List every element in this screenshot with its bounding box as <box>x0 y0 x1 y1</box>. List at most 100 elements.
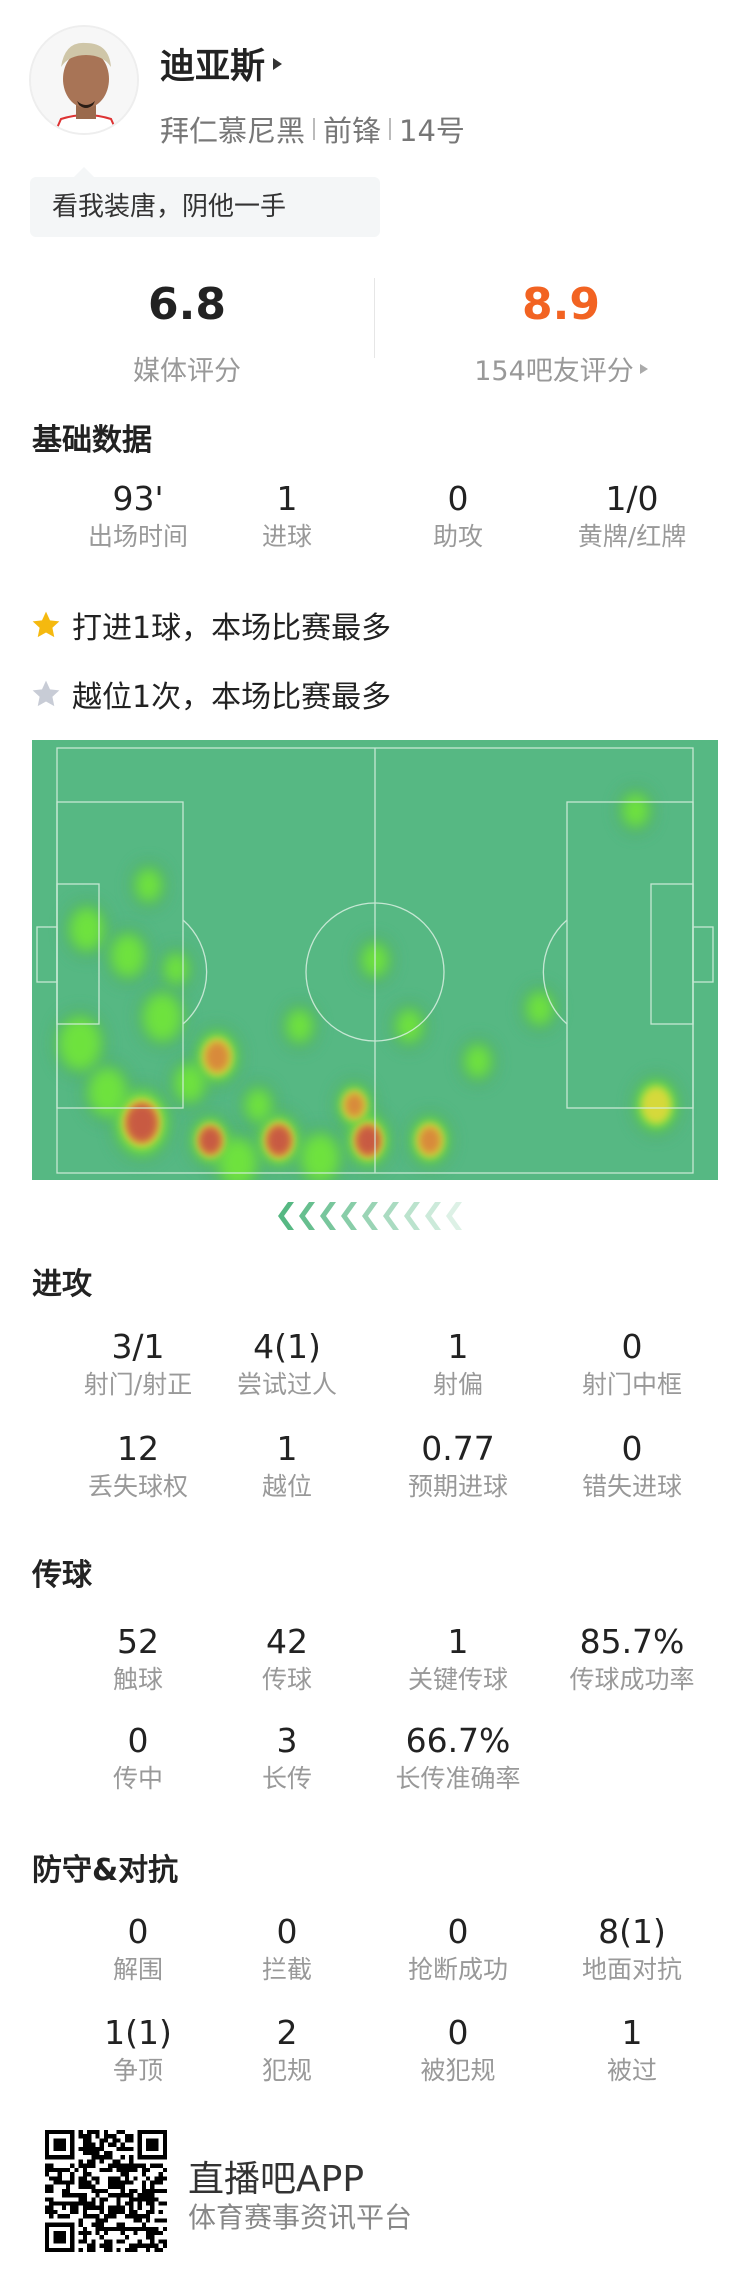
stat-value: 8(1) <box>598 1912 666 1951</box>
stat-label: 射门中框 <box>581 1370 682 1399</box>
stat-value: 3/1 <box>111 1327 165 1366</box>
stat-label: 长传准确率 <box>395 1764 521 1793</box>
heat-spot <box>110 933 147 979</box>
fan-rating-button[interactable]: 8.9 154吧友评分 <box>374 275 748 388</box>
pitch-lines <box>36 747 714 1174</box>
stat-label: 争顶 <box>112 2056 163 2085</box>
qr-code[interactable] <box>45 2130 167 2252</box>
chevron-right-icon <box>273 57 283 70</box>
stat-item: 1(1) 争顶 <box>48 2014 228 2088</box>
chevron-right-icon <box>639 363 648 374</box>
stat-label: 黄牌/红牌 <box>577 522 687 551</box>
stat-item: 3 长传 <box>197 1722 377 1796</box>
team-name: 拜仁慕尼黑 <box>160 114 306 148</box>
heat-spot <box>525 990 554 1026</box>
stat-item: 0.77 预期进球 <box>368 1430 548 1504</box>
stat-item: 2 犯规 <box>197 2014 377 2088</box>
stat-label: 进球 <box>261 522 312 551</box>
fan-rating-label: 154吧友评分 <box>474 356 634 387</box>
stat-label: 长传 <box>261 1764 312 1793</box>
stat-item: 3/1 射门/射正 <box>48 1328 228 1402</box>
stat-value: 0 <box>276 1912 298 1951</box>
divider <box>374 278 375 358</box>
heat-spot <box>142 992 183 1043</box>
stat-item: 0 被犯规 <box>368 2014 548 2088</box>
stat-value: 1 <box>621 2013 643 2052</box>
stat-value: 1/0 <box>605 479 659 518</box>
stat-label: 尝试过人 <box>236 1370 337 1399</box>
section-title-defense: 防守&对抗 <box>32 1853 179 1888</box>
stat-label: 解围 <box>112 1955 163 1984</box>
heat-spot <box>463 1043 492 1079</box>
stat-label: 预期进球 <box>407 1472 508 1501</box>
stat-label: 犯规 <box>261 2056 312 2085</box>
player-name-link[interactable]: 迪亚斯 <box>160 38 283 89</box>
heat-spot <box>200 1128 221 1153</box>
stat-value: 1(1) <box>104 2013 172 2052</box>
heat-spot <box>419 1126 441 1154</box>
stat-value: 42 <box>266 1622 308 1661</box>
media-rating: 6.8 媒体评分 <box>0 275 374 388</box>
stat-label: 助攻 <box>432 522 483 551</box>
app-name: 直播吧APP <box>188 2159 365 2200</box>
stat-value: 66.7% <box>405 1721 511 1760</box>
heatmap-layer <box>52 785 683 1180</box>
stat-item: 4(1) 尝试过人 <box>197 1328 377 1402</box>
chevron-left-icon <box>446 1202 462 1230</box>
stat-item: 1 射偏 <box>368 1328 548 1402</box>
stat-value: 0 <box>447 1912 469 1951</box>
stat-value: 2 <box>276 2013 298 2052</box>
stat-label: 越位 <box>261 1472 312 1501</box>
stat-value: 52 <box>117 1622 159 1661</box>
stat-value: 0.77 <box>421 1429 495 1468</box>
stat-label: 出场时间 <box>87 522 188 551</box>
section-title-basic: 基础数据 <box>32 423 152 458</box>
stat-value: 0 <box>447 2013 469 2052</box>
player-info: 拜仁慕尼黑 前锋 14号 <box>160 108 465 150</box>
highlight-text: 打进1球，本场比赛最多 <box>72 611 392 646</box>
stat-label: 传中 <box>112 1764 163 1793</box>
heat-spot <box>357 1126 380 1155</box>
chevron-left-icon <box>278 1202 294 1230</box>
heat-spot <box>173 1063 206 1104</box>
heatmap-pitch <box>32 740 718 1180</box>
stat-item: 52 触球 <box>48 1623 228 1697</box>
stat-value: 0 <box>447 479 469 518</box>
stat-label: 抢断成功 <box>407 1955 508 1984</box>
heat-spot <box>267 1126 290 1155</box>
stat-label: 拦截 <box>261 1955 312 1984</box>
stat-item: 0 助攻 <box>368 480 548 554</box>
stat-value: 1 <box>276 479 298 518</box>
heat-spot <box>344 1093 365 1118</box>
stat-item: 1/0 黄牌/红牌 <box>542 480 722 554</box>
stat-value: 85.7% <box>579 1622 685 1661</box>
stat-value: 0 <box>621 1327 643 1366</box>
heat-spot <box>68 906 105 952</box>
section-title-attack: 进攻 <box>32 1267 92 1302</box>
shirt-number: 14号 <box>399 114 465 148</box>
stat-value: 1 <box>447 1327 469 1366</box>
player-avatar[interactable] <box>29 25 139 135</box>
stat-value: 3 <box>276 1721 298 1760</box>
divider <box>313 118 316 140</box>
heat-spot <box>300 1133 341 1180</box>
stat-item: 0 射门中框 <box>542 1328 722 1402</box>
position: 前锋 <box>323 114 382 148</box>
heat-spot <box>244 1087 273 1123</box>
chevron-left-icon <box>425 1202 441 1230</box>
attack-direction-arrows <box>278 1202 462 1230</box>
stat-value: 0 <box>127 1912 149 1951</box>
stat-item: 0 传中 <box>48 1722 228 1796</box>
stat-item: 0 拦截 <box>197 1913 377 1987</box>
heat-spot <box>134 867 163 903</box>
stat-item: 0 解围 <box>48 1913 228 1987</box>
heat-spot <box>87 1067 128 1117</box>
stat-item: 1 关键传球 <box>368 1623 548 1697</box>
highlight-item: 打进1球，本场比赛最多 <box>30 603 391 647</box>
heat-spot <box>205 1041 230 1072</box>
stat-label: 传球成功率 <box>569 1665 695 1694</box>
chevron-left-icon <box>299 1202 315 1230</box>
heat-spot <box>127 1104 157 1141</box>
stat-label: 触球 <box>112 1665 163 1694</box>
chevron-left-icon <box>404 1202 420 1230</box>
